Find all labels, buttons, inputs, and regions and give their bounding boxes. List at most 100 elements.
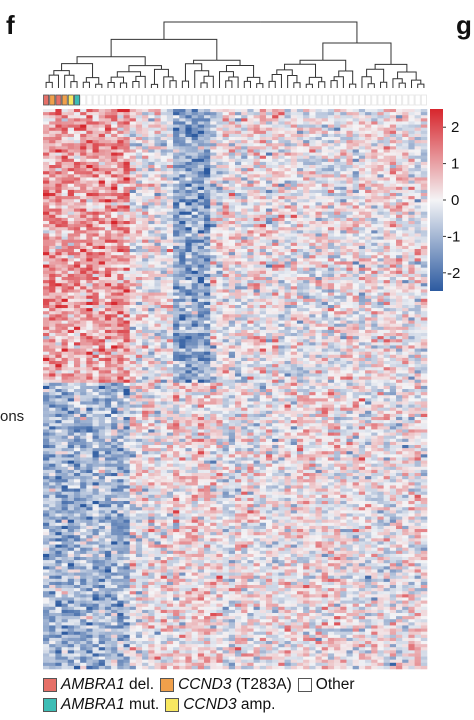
heatmap-cell — [80, 413, 87, 418]
heatmap-cell — [61, 603, 69, 608]
heatmap-cell — [123, 242, 131, 247]
heatmap-cell — [142, 653, 149, 657]
heatmap-cell — [67, 205, 75, 209]
heatmap-cell — [191, 504, 199, 508]
heatmap-cell — [43, 258, 50, 262]
heatmap-cell — [98, 404, 106, 408]
heatmap-cell — [80, 550, 87, 555]
heatmap-cell — [123, 289, 131, 293]
heatmap-cell — [204, 314, 211, 318]
heatmap-cell — [55, 286, 62, 290]
heatmap-cell — [191, 609, 199, 614]
heatmap-cell — [49, 155, 56, 160]
heatmap-cell — [61, 429, 69, 433]
heatmap-cell — [185, 367, 192, 371]
heatmap-cell — [148, 504, 155, 508]
dendrogram-branch — [107, 82, 112, 88]
heatmap-cell — [160, 532, 168, 536]
heatmap-cell — [123, 557, 131, 561]
heatmap-cell — [61, 118, 69, 122]
heatmap-cell — [73, 662, 81, 667]
heatmap-cell — [80, 224, 87, 228]
heatmap-cell — [160, 454, 168, 458]
heatmap-cell — [154, 653, 161, 657]
heatmap-cell — [154, 224, 161, 228]
dendrogram-branch — [299, 59, 323, 65]
heatmap-cell — [111, 211, 118, 216]
heatmap-cell — [160, 656, 168, 660]
heatmap-cell — [179, 311, 186, 315]
heatmap-cell — [92, 544, 100, 548]
heatmap-cell — [61, 267, 69, 272]
heatmap-cell — [160, 665, 168, 670]
heatmap-cell — [197, 311, 205, 315]
heatmap-cell — [73, 236, 81, 240]
heatmap-cell — [80, 547, 87, 552]
heatmap-cell — [197, 519, 205, 524]
heatmap-cell — [185, 165, 192, 169]
annotation-cell — [92, 94, 99, 106]
heatmap-cell — [129, 482, 137, 486]
heatmap-cell — [92, 376, 100, 380]
dendrogram-branch — [417, 83, 421, 88]
heatmap-cell — [191, 426, 199, 430]
heatmap-cell — [92, 177, 100, 181]
heatmap-cell — [104, 606, 112, 611]
heatmap-cell — [111, 149, 118, 153]
heatmap-cell — [166, 298, 174, 303]
heatmap-cell — [111, 140, 118, 144]
heatmap-cell — [154, 118, 161, 122]
heatmap-cell — [123, 177, 131, 181]
heatmap-cell — [204, 277, 211, 281]
heatmap-cell — [61, 435, 69, 440]
heatmap-cell — [61, 494, 69, 499]
heatmap-cell — [185, 314, 192, 318]
heatmap-cell — [111, 547, 118, 552]
heatmap-cell — [80, 482, 87, 486]
heatmap-cell — [142, 647, 149, 651]
heatmap-cell — [185, 351, 192, 356]
heatmap-cell — [129, 569, 137, 573]
heatmap-cell — [179, 382, 186, 387]
heatmap-cell — [67, 560, 75, 564]
heatmap-cell — [179, 417, 186, 421]
heatmap-cell — [61, 326, 69, 331]
heatmap-cell — [129, 174, 137, 178]
heatmap-cell — [148, 501, 155, 505]
heatmap-cell — [135, 522, 143, 527]
heatmap-cell — [185, 535, 192, 539]
heatmap-cell — [204, 264, 211, 268]
heatmap-cell — [111, 628, 118, 632]
heatmap-cell — [49, 202, 56, 206]
heatmap-cell — [104, 311, 112, 315]
heatmap-cell — [166, 494, 174, 499]
heatmap-cell — [148, 609, 155, 614]
heatmap-cell — [104, 118, 112, 122]
heatmap-cell — [86, 482, 93, 486]
dendrogram-branch — [333, 76, 339, 81]
heatmap-cell — [117, 351, 124, 356]
heatmap-cell — [185, 382, 192, 387]
heatmap-cell — [92, 208, 100, 212]
heatmap-cell — [111, 357, 118, 362]
heatmap-cell — [111, 137, 118, 141]
heatmap-cell — [148, 376, 155, 380]
heatmap-cell — [173, 529, 180, 533]
heatmap-cell — [129, 407, 137, 412]
heatmap-cell — [73, 333, 81, 337]
heatmap-cell — [129, 609, 137, 614]
heatmap-cell — [98, 494, 106, 499]
heatmap-cell — [67, 186, 75, 191]
heatmap-cell — [191, 382, 199, 387]
heatmap-cell — [160, 597, 168, 601]
heatmap-cell — [154, 273, 161, 278]
heatmap-cell — [166, 501, 174, 505]
heatmap-cell — [61, 385, 69, 390]
heatmap-cell — [67, 398, 75, 402]
heatmap-cell — [185, 214, 192, 219]
heatmap-cell — [166, 333, 174, 337]
heatmap-cell — [98, 510, 106, 514]
heatmap-cell — [185, 547, 192, 552]
heatmap-cell — [166, 557, 174, 561]
annotation-cell — [55, 94, 62, 106]
